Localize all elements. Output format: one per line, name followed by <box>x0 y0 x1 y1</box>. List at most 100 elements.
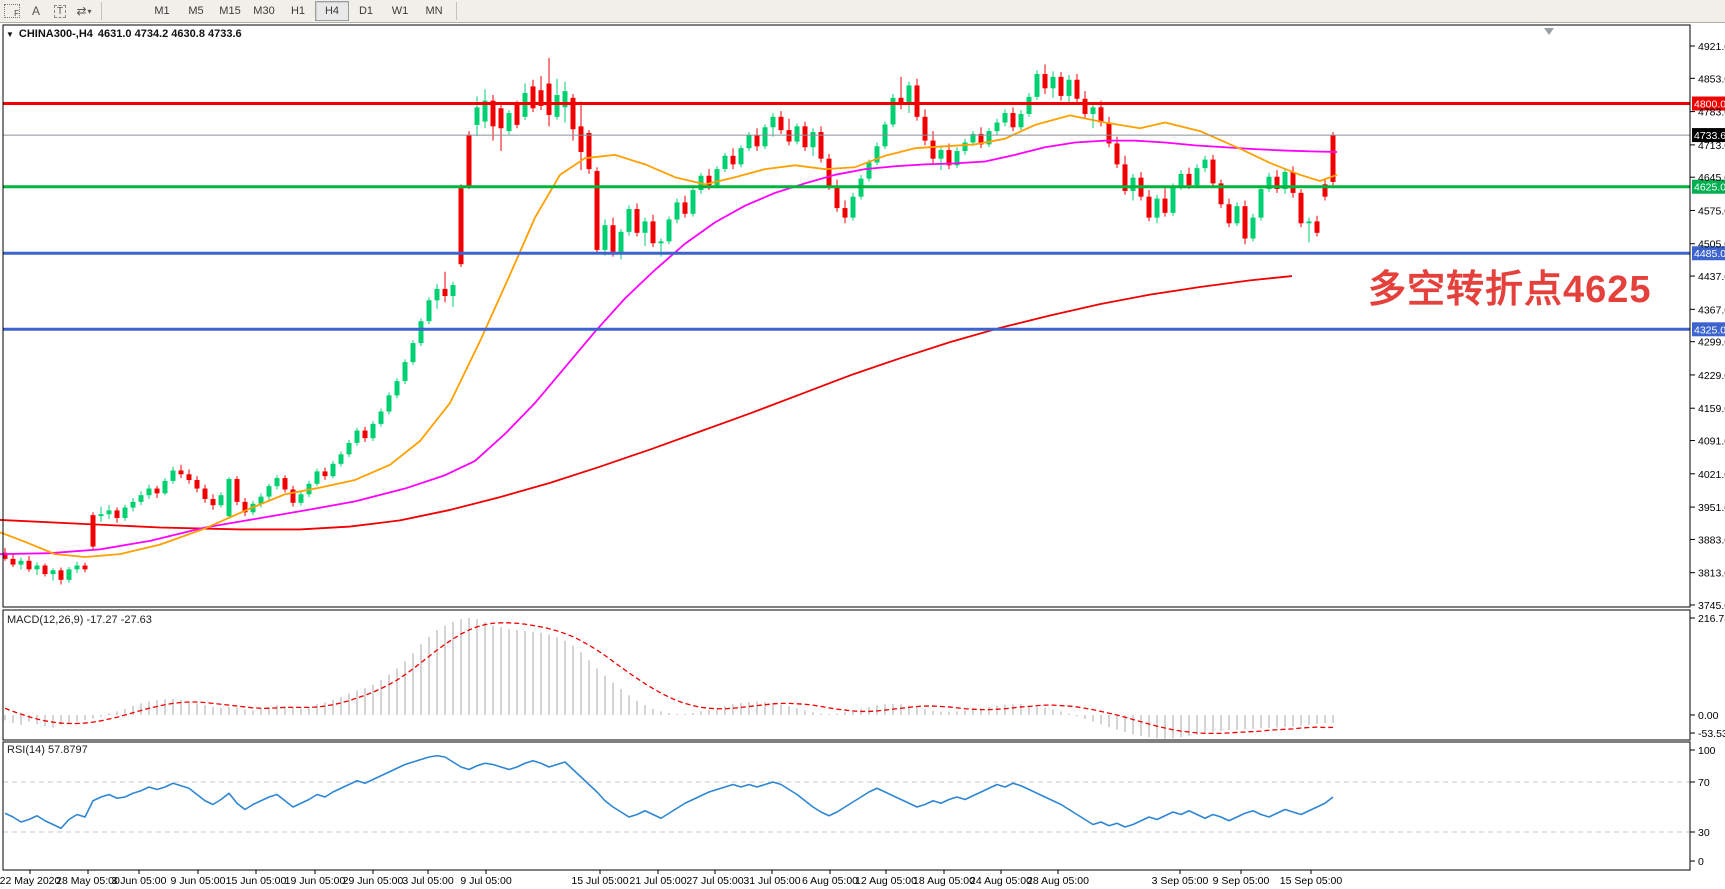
candle-body <box>466 134 472 187</box>
candle-body <box>402 362 408 382</box>
time-axis-label: 3 Jul 05:00 <box>402 875 454 887</box>
candle-body <box>1178 173 1184 188</box>
candle-body <box>258 496 264 504</box>
candle-body <box>194 479 200 489</box>
candle-body <box>2 552 8 559</box>
timeframe-w1-button[interactable]: W1 <box>391 5 409 17</box>
candle-body <box>474 107 480 125</box>
candle-body <box>746 134 752 149</box>
price-axis-label: 4921.0 <box>1698 41 1725 53</box>
shapes-tool-icon[interactable]: ⇄ ▾ <box>76 4 92 18</box>
candle-body <box>1042 74 1048 89</box>
candle-body <box>1186 173 1192 186</box>
candle-body <box>554 94 560 117</box>
candle-body <box>866 162 872 179</box>
timeframe-m15-button[interactable]: M15 <box>219 5 241 17</box>
candle-body <box>394 381 400 396</box>
candle-body <box>954 151 960 166</box>
candle-body <box>1082 98 1088 114</box>
candle-body <box>634 209 640 233</box>
time-axis-label: 28 May 05:00 <box>56 875 120 887</box>
candle-body <box>738 148 744 165</box>
candle-body <box>82 565 88 570</box>
price-axis-label: 4229.0 <box>1698 370 1725 382</box>
time-axis-label: 9 Jul 05:00 <box>460 875 512 887</box>
time-axis-label: 12 Aug 05:00 <box>855 875 917 887</box>
candle-body <box>642 221 648 233</box>
candle-body <box>978 133 984 145</box>
candle-body <box>114 510 120 519</box>
price-axis-label: 4299.0 <box>1698 337 1725 349</box>
candle-body <box>322 471 328 477</box>
candle-body <box>578 126 584 153</box>
candle-body <box>1058 76 1064 96</box>
price-axis-label: 4645.0 <box>1698 172 1725 184</box>
arrow-tool-icon[interactable]: A <box>31 4 40 18</box>
price-badge-label: 4325.0 <box>1694 324 1725 336</box>
pane-border <box>2 741 1691 871</box>
candle-body <box>1314 221 1320 233</box>
candle-body <box>338 454 344 464</box>
candle-body <box>26 560 32 570</box>
candle-body <box>1242 206 1248 239</box>
candle-body <box>730 155 736 165</box>
candle-body <box>1162 198 1168 213</box>
rsi-indicator-label: RSI(14) 57.8797 <box>7 744 88 756</box>
timeframe-m1-button[interactable]: M1 <box>154 5 170 17</box>
candle-body <box>234 479 240 502</box>
candle-body <box>962 142 968 152</box>
candle-body <box>898 97 904 104</box>
candle-body <box>914 85 920 117</box>
candle-body <box>290 489 296 503</box>
candle-body <box>890 97 896 125</box>
price-badge <box>1692 322 1725 337</box>
candle-body <box>850 196 856 218</box>
candle-body <box>266 486 272 497</box>
timeframe-d1-button[interactable]: D1 <box>358 5 374 17</box>
candle-body <box>802 126 808 148</box>
candle-body <box>1026 96 1032 114</box>
candle-body <box>42 565 48 575</box>
chevron-down-icon: ▼ <box>6 29 14 39</box>
candle-body <box>922 116 928 141</box>
chart-shift-marker <box>1544 28 1554 35</box>
candle-body <box>450 285 456 297</box>
timeframe-h1-button[interactable]: H1 <box>290 5 306 17</box>
candle-body <box>1154 198 1160 218</box>
price-axis-label: 3883.0 <box>1698 534 1725 546</box>
candle-body <box>650 221 656 244</box>
price-axis-label: 4713.0 <box>1698 140 1725 152</box>
candle-body <box>226 479 232 517</box>
timeframe-m5-button[interactable]: M5 <box>188 5 204 17</box>
price-axis-label: 4575.0 <box>1698 205 1725 217</box>
time-axis-label: 18 Aug 05:00 <box>913 875 975 887</box>
candle-body <box>370 423 376 439</box>
chart-title: ▼ CHINA300-,H4 4631.0 4734.2 4630.8 4733… <box>6 28 242 40</box>
text-tool-icon[interactable]: T <box>50 2 70 20</box>
macd-indicator-label: MACD(12,26,9) -17.27 -27.63 <box>7 614 152 626</box>
timeframe-mn-button[interactable]: MN <box>425 5 443 17</box>
candle-body <box>602 225 608 250</box>
candle-body <box>706 175 712 186</box>
candle-body <box>1330 134 1336 182</box>
candle-body <box>1050 76 1056 89</box>
macd-axis-label: 216.78 <box>1698 613 1725 625</box>
candle-body <box>442 288 448 297</box>
timeframe-h4-button[interactable]: H4 <box>315 1 349 21</box>
price-axis-label: 3813.0 <box>1698 568 1725 580</box>
candle-body <box>242 501 248 513</box>
price-axis-label: 3951.0 <box>1698 502 1725 514</box>
candle-body <box>778 116 784 131</box>
candle-body <box>1170 187 1176 213</box>
candle-body <box>1194 168 1200 186</box>
candle-body <box>874 146 880 163</box>
candle-body <box>298 494 304 503</box>
timeframe-m30-button[interactable]: M30 <box>253 5 275 17</box>
price-axis-label: 4505.0 <box>1698 239 1725 251</box>
candle-body <box>834 186 840 209</box>
snap-grid-icon[interactable]: F <box>2 2 22 20</box>
candle-body <box>1266 176 1272 190</box>
price-badge <box>1692 246 1725 261</box>
candle-body <box>314 471 320 484</box>
